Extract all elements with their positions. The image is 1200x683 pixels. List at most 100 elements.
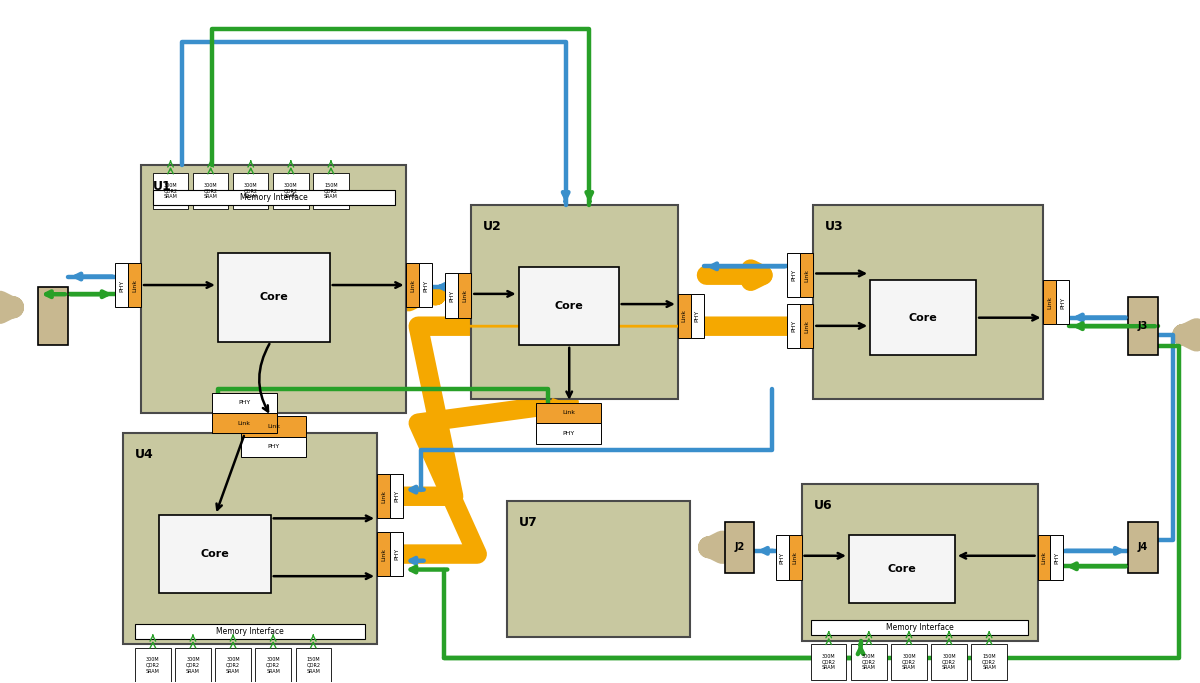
FancyBboxPatch shape <box>787 304 800 348</box>
Text: Link: Link <box>804 268 810 281</box>
Text: PHY: PHY <box>695 310 700 322</box>
FancyBboxPatch shape <box>215 647 251 683</box>
Text: U7: U7 <box>518 516 538 529</box>
FancyBboxPatch shape <box>536 403 601 423</box>
Text: 300M
QDR2
SRAM: 300M QDR2 SRAM <box>942 654 956 670</box>
FancyBboxPatch shape <box>241 417 306 436</box>
FancyBboxPatch shape <box>811 620 1028 635</box>
Text: Link: Link <box>804 320 810 333</box>
Text: U4: U4 <box>136 448 154 461</box>
FancyBboxPatch shape <box>814 206 1044 400</box>
Text: J2: J2 <box>734 542 745 553</box>
FancyBboxPatch shape <box>802 484 1038 641</box>
Text: PHY: PHY <box>792 320 797 333</box>
FancyBboxPatch shape <box>775 535 788 580</box>
FancyBboxPatch shape <box>136 647 170 683</box>
Text: PHY: PHY <box>394 548 398 560</box>
FancyBboxPatch shape <box>233 173 269 209</box>
FancyBboxPatch shape <box>115 263 128 307</box>
Text: 300M
QDR2
SRAM: 300M QDR2 SRAM <box>822 654 835 670</box>
Text: PHY: PHY <box>424 279 428 292</box>
FancyBboxPatch shape <box>124 433 377 644</box>
FancyBboxPatch shape <box>175 647 211 683</box>
Text: Link: Link <box>562 410 575 415</box>
FancyBboxPatch shape <box>377 532 390 576</box>
Text: Link: Link <box>793 551 798 564</box>
FancyBboxPatch shape <box>241 436 306 457</box>
Text: Link: Link <box>410 279 415 292</box>
Text: Memory Interface: Memory Interface <box>240 193 307 202</box>
FancyBboxPatch shape <box>313 173 349 209</box>
FancyBboxPatch shape <box>892 644 926 680</box>
Text: PHY: PHY <box>394 490 398 503</box>
Text: 300M
QDR2
SRAM: 300M QDR2 SRAM <box>902 654 916 670</box>
FancyBboxPatch shape <box>390 532 403 576</box>
Text: Core: Core <box>200 549 229 559</box>
FancyBboxPatch shape <box>128 263 142 307</box>
Text: 150M
QDR2
SRAM: 150M QDR2 SRAM <box>982 654 996 670</box>
FancyBboxPatch shape <box>407 263 420 307</box>
Text: Core: Core <box>554 301 583 311</box>
FancyBboxPatch shape <box>212 393 277 413</box>
FancyBboxPatch shape <box>152 191 395 206</box>
Text: Link: Link <box>1042 551 1046 564</box>
FancyBboxPatch shape <box>1128 522 1158 573</box>
Text: 150M
QDR2
SRAM: 150M QDR2 SRAM <box>324 183 338 199</box>
FancyBboxPatch shape <box>256 647 290 683</box>
FancyBboxPatch shape <box>536 423 601 443</box>
Text: 300M
QDR2
SRAM: 300M QDR2 SRAM <box>186 657 200 673</box>
Text: PHY: PHY <box>449 290 455 302</box>
FancyBboxPatch shape <box>152 173 188 209</box>
Text: Link: Link <box>132 279 137 292</box>
FancyBboxPatch shape <box>800 304 814 348</box>
FancyBboxPatch shape <box>274 173 308 209</box>
Text: Link: Link <box>462 289 467 302</box>
Text: J3: J3 <box>1138 321 1148 331</box>
Text: U6: U6 <box>814 499 832 512</box>
FancyBboxPatch shape <box>217 253 330 342</box>
FancyBboxPatch shape <box>848 535 955 603</box>
FancyBboxPatch shape <box>420 263 432 307</box>
Text: 150M
QDR2
SRAM: 150M QDR2 SRAM <box>306 657 320 673</box>
FancyBboxPatch shape <box>1128 297 1158 355</box>
Text: Link: Link <box>380 490 386 503</box>
Text: Link: Link <box>380 548 386 561</box>
FancyBboxPatch shape <box>851 644 887 680</box>
FancyBboxPatch shape <box>725 522 755 573</box>
FancyBboxPatch shape <box>377 474 390 518</box>
FancyBboxPatch shape <box>458 273 472 318</box>
Text: 300M
QDR2
SRAM: 300M QDR2 SRAM <box>163 183 178 199</box>
FancyBboxPatch shape <box>1038 535 1050 580</box>
Text: 300M
QDR2
SRAM: 300M QDR2 SRAM <box>244 183 258 199</box>
Text: PHY: PHY <box>792 269 797 281</box>
FancyBboxPatch shape <box>972 644 1007 680</box>
FancyBboxPatch shape <box>390 474 403 518</box>
Text: U2: U2 <box>484 221 502 234</box>
FancyBboxPatch shape <box>158 515 271 593</box>
Text: PHY: PHY <box>238 400 251 405</box>
Text: 300M
QDR2
SRAM: 300M QDR2 SRAM <box>146 657 160 673</box>
Text: 300M
QDR2
SRAM: 300M QDR2 SRAM <box>284 183 298 199</box>
FancyBboxPatch shape <box>1044 280 1056 324</box>
FancyBboxPatch shape <box>472 206 678 400</box>
Text: Link: Link <box>1048 296 1052 309</box>
FancyBboxPatch shape <box>136 624 365 639</box>
FancyBboxPatch shape <box>931 644 967 680</box>
Text: Core: Core <box>259 292 288 303</box>
FancyBboxPatch shape <box>506 501 690 637</box>
FancyBboxPatch shape <box>142 165 407 413</box>
FancyBboxPatch shape <box>691 294 703 338</box>
Text: Memory Interface: Memory Interface <box>216 627 284 636</box>
Text: 300M
QDR2
SRAM: 300M QDR2 SRAM <box>862 654 876 670</box>
Text: PHY: PHY <box>563 431 575 436</box>
Text: Memory Interface: Memory Interface <box>886 624 954 632</box>
Text: 300M
QDR2
SRAM: 300M QDR2 SRAM <box>266 657 280 673</box>
FancyBboxPatch shape <box>193 173 228 209</box>
Text: Link: Link <box>268 424 281 429</box>
Text: Core: Core <box>908 313 937 322</box>
Text: PHY: PHY <box>780 551 785 563</box>
Text: 300M
QDR2
SRAM: 300M QDR2 SRAM <box>226 657 240 673</box>
Text: PHY: PHY <box>268 445 280 449</box>
Text: 300M
QDR2
SRAM: 300M QDR2 SRAM <box>204 183 217 199</box>
FancyBboxPatch shape <box>787 253 800 297</box>
